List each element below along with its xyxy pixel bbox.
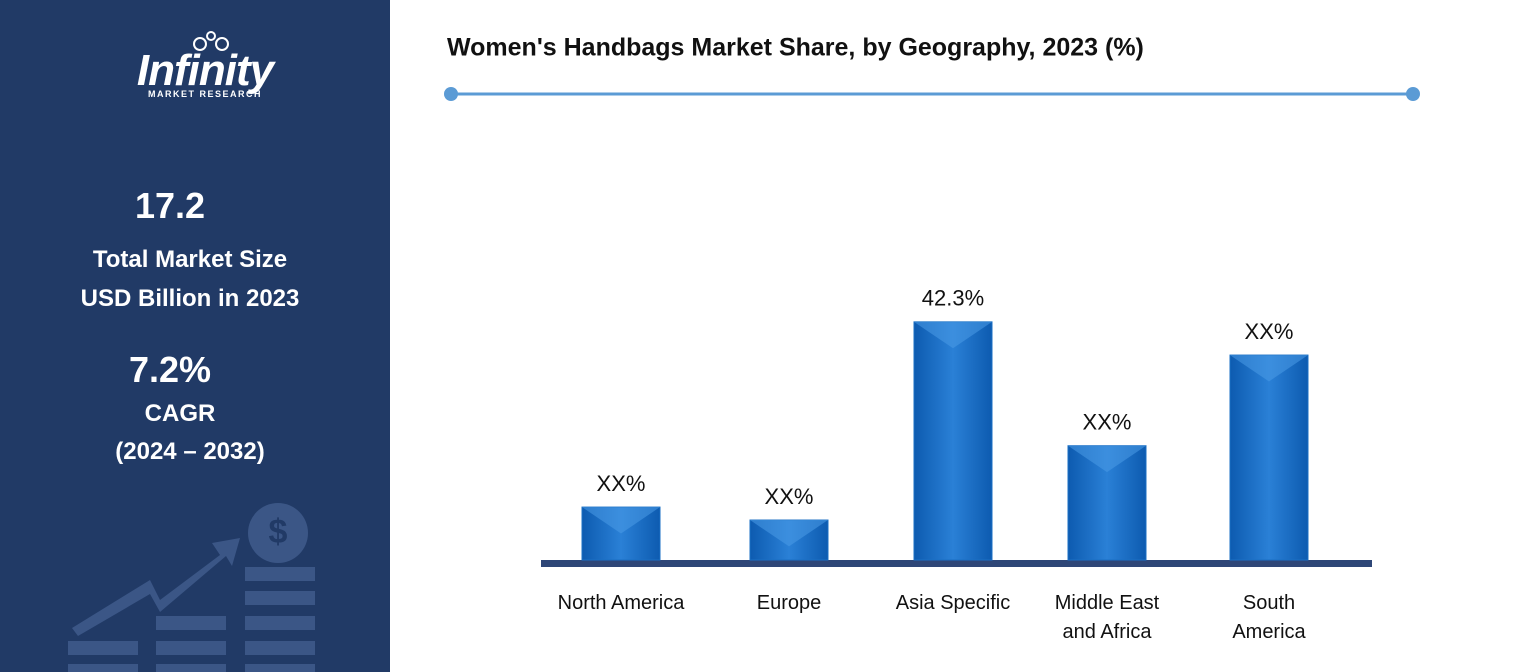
x-tick-label: Middle East and Africa [1054,592,1160,643]
x-tick-label: South America [1232,592,1306,643]
value-label: 42.3% [922,286,984,311]
bar-bevel [1230,355,1308,382]
value-label: XX% [765,484,814,509]
bar-bevel [1068,445,1146,473]
logo-name: Infinity [136,46,274,95]
value-label: XX% [597,471,646,496]
x-tick-label: Asia Specific [895,592,1011,614]
market-size-value: 17.2 [134,185,206,226]
rule-dot [1406,87,1420,101]
bar [913,321,993,561]
bar-bevel [582,507,660,534]
x-tick-label: Europe [756,592,822,614]
svg-text:$: $ [269,513,288,551]
bar-bevel [914,321,992,349]
cagr-value: 7.2% [128,349,212,390]
bar-bevel [750,520,828,547]
bar [1229,354,1309,561]
rule-dot [444,87,458,101]
cagr-period: (2024 – 2032) [115,438,265,465]
x-tick-label: North America [557,592,685,614]
cagr-label: CAGR [144,400,216,427]
market-size-label: USD Billion in 2023 [80,285,300,312]
sidebar-art: $ [68,31,315,672]
sidebar: $ Infinity MARKET RESEARCH 17.2 Total Ma… [0,0,390,672]
value-label: XX% [1245,319,1294,344]
market-size-label: Total Market Size [92,246,288,273]
chart-title: Women's Handbags Market Share, by Geogra… [447,34,1144,62]
baseline [541,560,1372,567]
value-label: XX% [1083,410,1132,435]
logo-tagline: MARKET RESEARCH [147,89,262,99]
